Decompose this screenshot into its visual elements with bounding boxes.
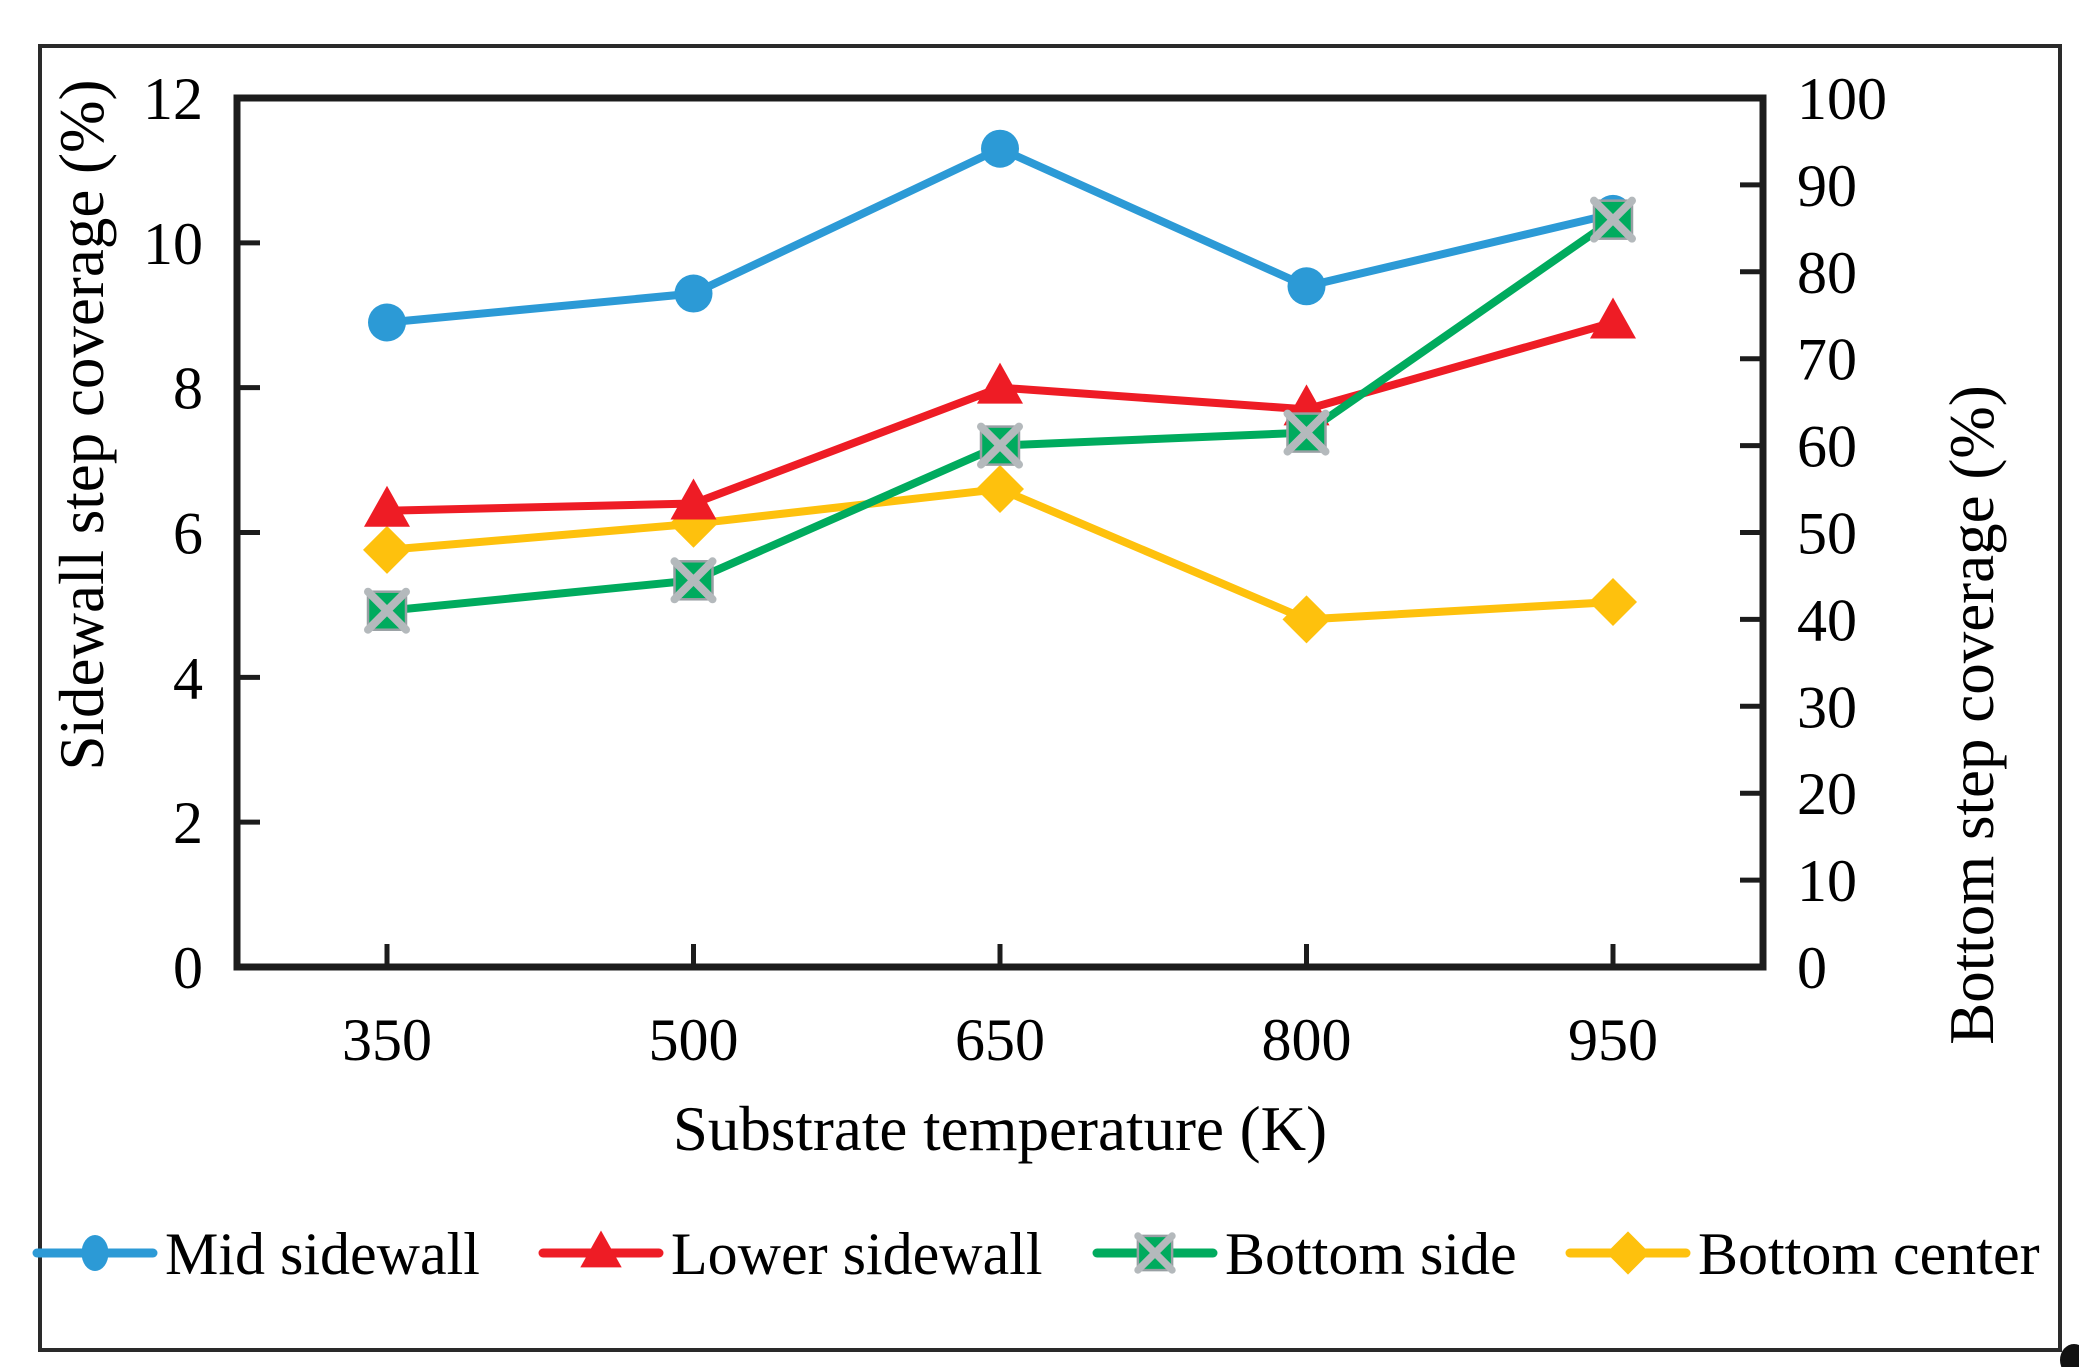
series-marker-mid-sidewall	[368, 303, 406, 342]
right-axis-tick-label: 30	[1797, 674, 1857, 740]
x-axis-tick-label: 350	[342, 1007, 432, 1073]
left-axis-tick-label: 12	[143, 66, 203, 132]
x-axis: 350 500 650 800 950	[342, 944, 1658, 1073]
left-axis-tick-label: 10	[143, 211, 203, 277]
series-line-bottom-side	[383, 215, 1617, 615]
series-mid-sidewall	[368, 129, 1632, 342]
x-axis-title: Substrate temperature (K)	[673, 1094, 1327, 1164]
legend-label-bottom-center: Bottom center	[1698, 1221, 2040, 1287]
series-marker-mid-sidewall	[674, 274, 713, 313]
right-axis: 0 10 20 30 40 50 60 70 80 90 100	[1740, 66, 1887, 1001]
legend-item-bottom-center: Bottom center	[1565, 1221, 2040, 1287]
series-marker-bottom-center	[363, 525, 411, 574]
legend-marker-lower-sidewall	[580, 1230, 622, 1268]
series-marker-bottom-center	[1589, 578, 1637, 627]
left-axis-tick-label: 4	[173, 645, 203, 711]
x-axis-tick-label: 800	[1262, 1007, 1352, 1073]
left-axis: 0 2 4 6 8 10 12	[143, 66, 260, 1001]
right-axis-tick-label: 20	[1797, 761, 1857, 827]
x-axis-tick-label: 500	[649, 1007, 739, 1073]
legend-label-mid-sidewall: Mid sidewall	[165, 1221, 480, 1287]
corner-artifact	[2060, 1344, 2079, 1372]
right-axis-tick-label: 50	[1797, 501, 1857, 567]
right-axis-tick-label: 40	[1797, 587, 1857, 653]
legend-marker-bottom-center	[1606, 1231, 1650, 1275]
series-marker-mid-sidewall	[981, 129, 1019, 168]
series-marker-bottom-center	[1282, 595, 1331, 644]
legend-item-bottom-side: Bottom side	[1092, 1221, 1517, 1287]
right-axis-tick-label: 80	[1797, 240, 1857, 306]
legend-item-lower-sidewall: Lower sidewall	[538, 1221, 1043, 1287]
series-marker-cross-bottom-side	[977, 422, 1023, 469]
figure-border	[38, 44, 2062, 1352]
legend-marker-mid-sidewall	[81, 1235, 109, 1271]
plot-area	[233, 94, 1767, 971]
series-bottom-center	[363, 465, 1637, 644]
series-marker-cross-bottom-side	[364, 587, 410, 634]
right-axis-tick-label: 0	[1797, 935, 1827, 1001]
legend-item-mid-sidewall: Mid sidewall	[32, 1221, 480, 1287]
left-axis-tick-label: 0	[173, 935, 203, 1001]
right-axis-tick-label: 100	[1797, 66, 1887, 132]
series-marker-mid-sidewall	[1287, 267, 1326, 306]
series-marker-lower-sidewall	[364, 485, 410, 527]
left-axis-tick-label: 2	[173, 790, 203, 856]
legend-marker-cross-bottom-side	[1134, 1232, 1176, 1274]
right-axis-tick-label: 70	[1797, 327, 1857, 393]
series-bottom-side	[364, 196, 1636, 634]
series-line-mid-sidewall	[383, 144, 1617, 327]
legend: Mid sidewall Lower sidewall Bottom side Bot…	[32, 1221, 2040, 1287]
right-axis-tick-label: 10	[1797, 848, 1857, 914]
series-marker-cross-bottom-side	[1590, 196, 1636, 243]
series-marker-cross-bottom-side	[1283, 409, 1330, 456]
right-axis-tick-label: 60	[1797, 414, 1857, 480]
left-axis-tick-label: 6	[173, 501, 203, 567]
legend-label-lower-sidewall: Lower sidewall	[671, 1221, 1043, 1287]
right-axis-title: Bottom step coverage (%)	[1937, 385, 2007, 1045]
left-axis-title: Sidewall step coverage (%)	[47, 80, 117, 771]
legend-label-bottom-side: Bottom side	[1225, 1221, 1517, 1287]
series-marker-lower-sidewall	[977, 362, 1023, 404]
left-axis-tick-label: 8	[173, 356, 203, 422]
series-marker-lower-sidewall	[1590, 297, 1636, 339]
series-marker-bottom-center	[976, 465, 1024, 514]
x-axis-tick-label: 650	[955, 1007, 1045, 1073]
series-group	[363, 129, 1637, 644]
series-marker-lower-sidewall	[670, 478, 717, 520]
right-axis-tick-label: 90	[1797, 153, 1857, 219]
series-marker-cross-bottom-side	[670, 557, 717, 604]
x-axis-tick-label: 950	[1568, 1007, 1658, 1073]
